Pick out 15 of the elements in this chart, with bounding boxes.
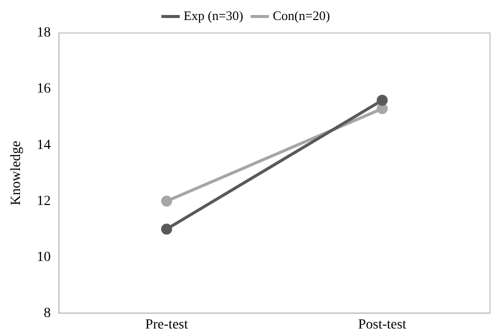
legend-label: Exp (n=30) [184,8,244,23]
x-tick-label: Pre-test [145,317,188,332]
y-tick-label: 16 [36,82,51,97]
y-axis-title: Knowledge [9,140,24,206]
point [376,103,388,114]
y-tick-label: 18 [36,26,51,41]
y-tick-label: 14 [36,138,51,153]
point [161,196,172,207]
point [376,94,388,106]
x-tick-label: Post-test [358,317,406,332]
legend-label: Con(n=20) [272,8,330,23]
point [161,224,172,235]
y-tick-label: 8 [44,306,51,321]
y-tick-label: 12 [36,194,51,209]
y-tick-label: 10 [36,250,51,265]
